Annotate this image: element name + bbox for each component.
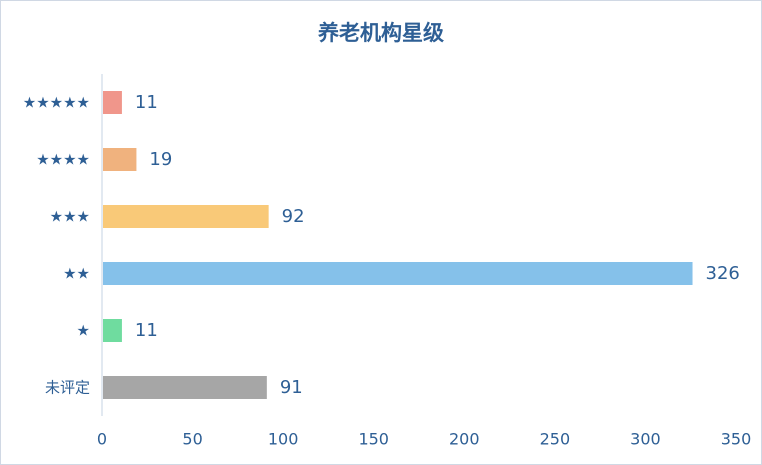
bar-2 <box>103 205 269 228</box>
x-tick-label-3: 150 <box>358 430 389 449</box>
x-tick-label-2: 100 <box>268 430 299 449</box>
data-label-0: 11 <box>135 92 158 113</box>
category-label-2: ★★★ <box>50 208 90 226</box>
bar-1 <box>103 148 137 171</box>
bar-5 <box>103 376 267 399</box>
category-label-3: ★★ <box>63 265 90 283</box>
data-label-3: 326 <box>706 263 740 284</box>
chart-title: 养老机构星级 <box>318 21 444 45</box>
category-label-1: ★★★★ <box>36 151 90 169</box>
x-tick-label-6: 300 <box>630 430 661 449</box>
x-tick-label-4: 200 <box>449 430 480 449</box>
category-label-5: 未评定 <box>45 379 90 397</box>
data-label-4: 11 <box>135 320 158 341</box>
category-label-0: ★★★★★ <box>23 94 90 112</box>
bar-4 <box>103 319 122 342</box>
bar-3 <box>103 262 693 285</box>
bar-0 <box>103 91 122 114</box>
data-label-5: 91 <box>280 377 303 398</box>
x-tick-label-1: 50 <box>182 430 202 449</box>
data-label-2: 92 <box>282 206 305 227</box>
x-tick-label-0: 0 <box>97 430 107 449</box>
category-label-4: ★ <box>77 322 90 340</box>
x-tick-label-5: 250 <box>540 430 571 449</box>
x-tick-label-7: 350 <box>721 430 752 449</box>
data-label-1: 19 <box>149 149 172 170</box>
